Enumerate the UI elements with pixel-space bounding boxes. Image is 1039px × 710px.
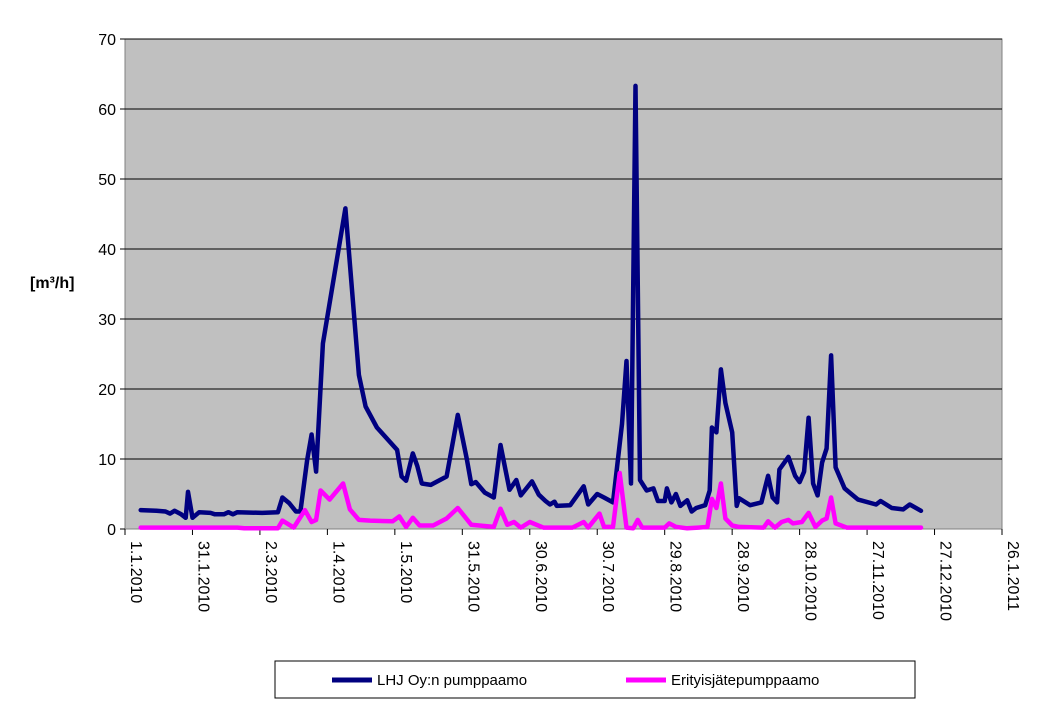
- x-tick-label: 30.6.2010: [532, 541, 549, 612]
- y-axis-ticks: 0 10 20 30 40 50 60 70: [98, 32, 125, 539]
- y-tick-label: 60: [98, 102, 116, 119]
- y-tick-label: 20: [98, 382, 116, 399]
- y-tick-label: 30: [98, 312, 116, 329]
- x-tick-label: 29.8.2010: [667, 541, 684, 612]
- x-tick-label: 26.1.2011: [1004, 541, 1021, 611]
- legend-label-lhj: LHJ Oy:n pumppaamo: [377, 672, 527, 689]
- legend: LHJ Oy:n pumppaamo Erityisjätepumppaamo: [274, 660, 916, 699]
- y-axis-label: [m³/h]: [30, 275, 74, 292]
- x-tick-label: 1.4.2010: [329, 541, 346, 603]
- x-tick-label: 27.11.2010: [869, 541, 886, 620]
- x-tick-label: 2.3.2010: [262, 541, 279, 603]
- y-tick-label: 70: [98, 32, 116, 49]
- legend-box: [274, 660, 916, 699]
- x-tick-label: 31.5.2010: [464, 541, 481, 612]
- y-tick-label: 0: [107, 522, 116, 539]
- y-tick-label: 10: [98, 452, 116, 469]
- x-tick-label: 28.9.2010: [734, 541, 751, 612]
- legend-label-erityisjate: Erityisjätepumppaamo: [671, 672, 819, 689]
- x-tick-label: 27.12.2010: [937, 541, 954, 621]
- y-tick-label: 40: [98, 242, 116, 259]
- series-line-1: [138, 470, 924, 531]
- x-tick-label: 28.10.2010: [802, 541, 819, 621]
- plot-area: [124, 38, 1003, 530]
- x-axis-ticks: 1.1.2010 31.1.2010 2.3.2010 1.4.2010 1.5.201…: [124, 529, 1021, 621]
- x-tick-label: 31.1.2010: [194, 541, 211, 612]
- series-layer: [138, 83, 924, 531]
- x-tick-label: 30.7.2010: [599, 541, 616, 612]
- x-tick-label: 1.5.2010: [397, 541, 414, 603]
- x-tick-label: 1.1.2010: [127, 541, 144, 603]
- gridlines: [125, 38, 1002, 460]
- series-line-0: [138, 83, 924, 521]
- y-tick-label: 50: [98, 172, 116, 189]
